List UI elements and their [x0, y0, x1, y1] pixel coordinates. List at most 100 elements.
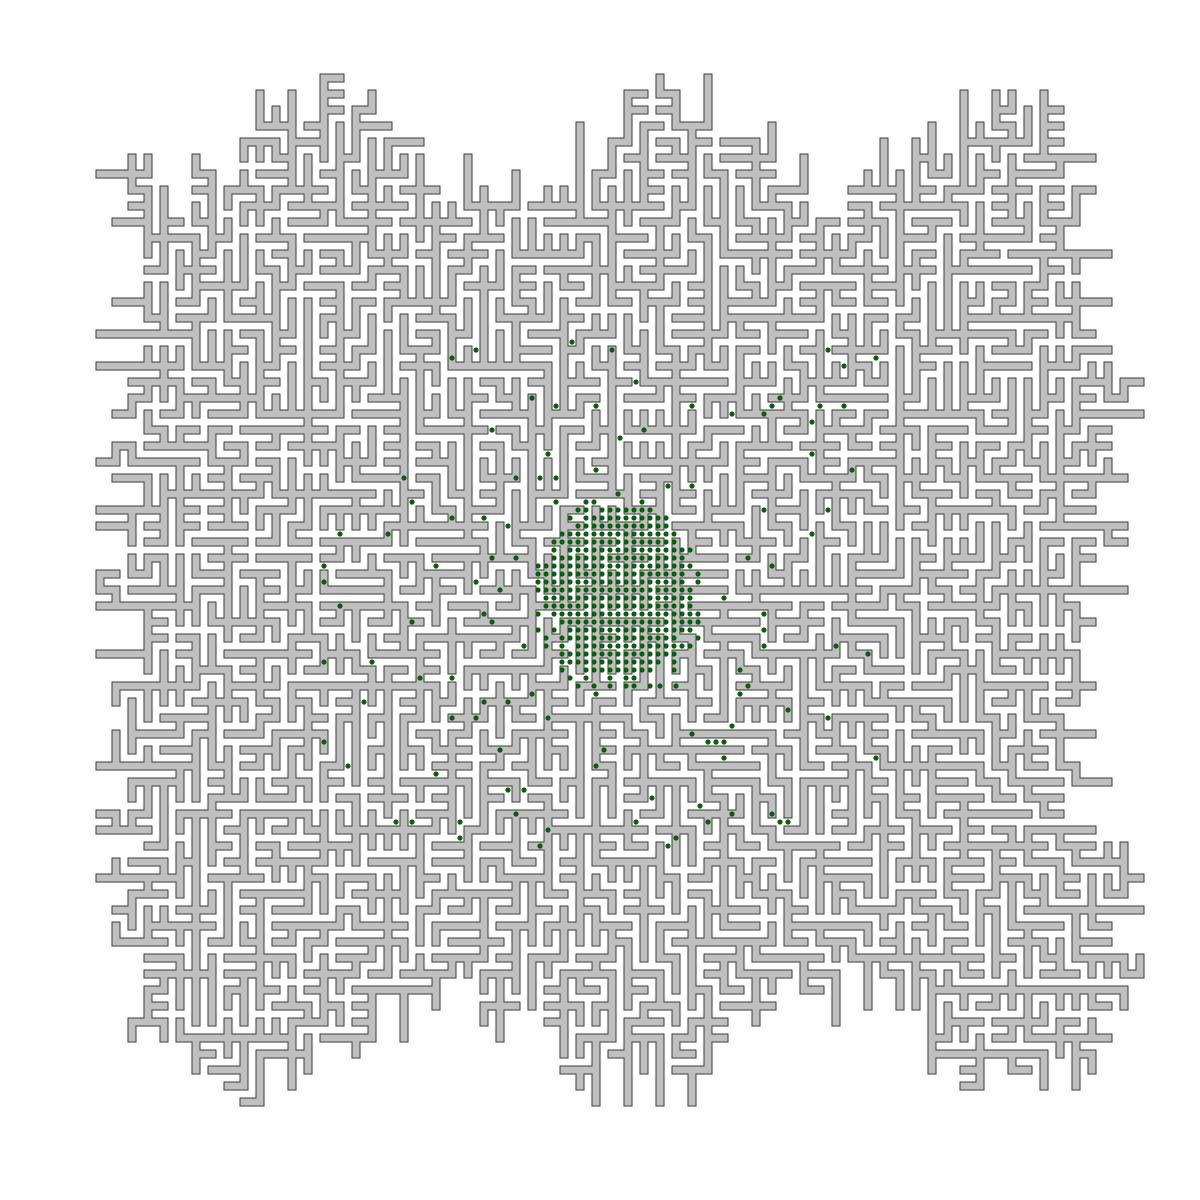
- dot: [865, 651, 871, 657]
- dot: [615, 603, 621, 609]
- dot: [599, 619, 605, 625]
- dot: [671, 651, 677, 657]
- dot: [607, 547, 613, 553]
- dot: [513, 555, 519, 561]
- dot: [583, 675, 589, 681]
- dot: [615, 667, 621, 673]
- dot: [663, 579, 669, 585]
- dot: [631, 579, 637, 585]
- dot: [575, 531, 581, 537]
- dot: [575, 595, 581, 601]
- dot: [607, 523, 613, 529]
- dot: [671, 539, 677, 545]
- dot: [591, 643, 597, 649]
- dot: [615, 627, 621, 633]
- dot: [671, 587, 677, 593]
- dot: [671, 555, 677, 561]
- dot: [663, 571, 669, 577]
- dot: [631, 659, 637, 665]
- dot: [671, 627, 677, 633]
- dot: [575, 627, 581, 633]
- dot: [655, 635, 661, 641]
- dot: [729, 811, 735, 817]
- dot: [321, 739, 327, 745]
- dot: [687, 603, 693, 609]
- dot: [647, 507, 653, 513]
- dot: [457, 819, 463, 825]
- dot: [663, 619, 669, 625]
- dot: [607, 531, 613, 537]
- dot: [623, 659, 629, 665]
- dot: [559, 619, 565, 625]
- dot: [529, 395, 535, 401]
- dot: [689, 403, 695, 409]
- dot: [671, 667, 677, 673]
- dot: [417, 675, 423, 681]
- dot: [623, 555, 629, 561]
- dot: [551, 627, 557, 633]
- dot: [655, 587, 661, 593]
- dot: [671, 563, 677, 569]
- dot: [575, 571, 581, 577]
- dot: [655, 523, 661, 529]
- dot: [575, 507, 581, 513]
- dot: [449, 715, 455, 721]
- dot: [599, 523, 605, 529]
- dot: [583, 619, 589, 625]
- dot: [543, 563, 549, 569]
- dot: [663, 563, 669, 569]
- dot: [583, 531, 589, 537]
- dot: [631, 515, 637, 521]
- dot: [639, 579, 645, 585]
- dot: [679, 571, 685, 577]
- dot: [679, 619, 685, 625]
- dot: [663, 587, 669, 593]
- dot: [623, 547, 629, 553]
- dot: [761, 611, 767, 617]
- dot: [559, 643, 565, 649]
- dot: [607, 611, 613, 617]
- dot: [633, 819, 639, 825]
- dot: [593, 403, 599, 409]
- dot: [729, 411, 735, 417]
- dot: [761, 507, 767, 513]
- dot: [545, 715, 551, 721]
- dot: [535, 627, 541, 633]
- dot: [583, 667, 589, 673]
- dot: [721, 595, 727, 601]
- dot: [537, 843, 543, 849]
- dot: [583, 611, 589, 617]
- dot: [687, 619, 693, 625]
- dot: [591, 531, 597, 537]
- dot: [575, 635, 581, 641]
- dot: [599, 603, 605, 609]
- dot: [695, 611, 701, 617]
- dot: [647, 619, 653, 625]
- dot: [737, 667, 743, 673]
- dot: [591, 523, 597, 529]
- dot: [567, 515, 573, 521]
- dot: [615, 643, 621, 649]
- dot: [575, 619, 581, 625]
- dot: [647, 627, 653, 633]
- dot: [687, 587, 693, 593]
- dot: [663, 595, 669, 601]
- dot: [639, 547, 645, 553]
- dot: [559, 571, 565, 577]
- dot: [591, 579, 597, 585]
- dot: [599, 651, 605, 657]
- dot: [639, 499, 645, 505]
- dot: [607, 619, 613, 625]
- dot: [729, 723, 735, 729]
- dot: [623, 523, 629, 529]
- dot: [553, 403, 559, 409]
- dot: [583, 635, 589, 641]
- dot: [567, 555, 573, 561]
- dot: [655, 627, 661, 633]
- dot: [631, 507, 637, 513]
- dot: [615, 515, 621, 521]
- dot: [825, 715, 831, 721]
- dot: [785, 819, 791, 825]
- dot: [481, 699, 487, 705]
- dot: [583, 571, 589, 577]
